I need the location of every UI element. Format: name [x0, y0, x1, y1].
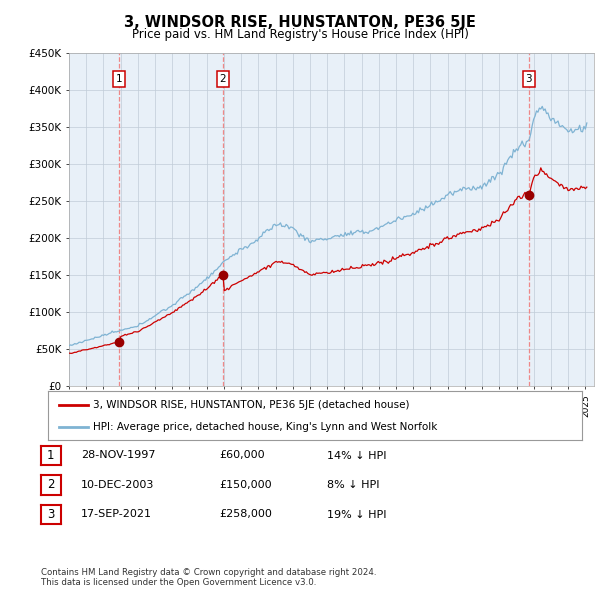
- Text: 2: 2: [47, 478, 55, 491]
- Text: 10-DEC-2003: 10-DEC-2003: [81, 480, 154, 490]
- Text: 14% ↓ HPI: 14% ↓ HPI: [327, 451, 386, 460]
- Text: 1: 1: [116, 74, 122, 84]
- Text: Price paid vs. HM Land Registry's House Price Index (HPI): Price paid vs. HM Land Registry's House …: [131, 28, 469, 41]
- Text: 3: 3: [47, 508, 55, 521]
- Text: HPI: Average price, detached house, King's Lynn and West Norfolk: HPI: Average price, detached house, King…: [94, 422, 438, 432]
- Text: 3: 3: [526, 74, 532, 84]
- Text: 3, WINDSOR RISE, HUNSTANTON, PE36 5JE (detached house): 3, WINDSOR RISE, HUNSTANTON, PE36 5JE (d…: [94, 399, 410, 409]
- Text: £258,000: £258,000: [219, 510, 272, 519]
- Text: 8% ↓ HPI: 8% ↓ HPI: [327, 480, 380, 490]
- Text: 2: 2: [220, 74, 226, 84]
- Text: Contains HM Land Registry data © Crown copyright and database right 2024.
This d: Contains HM Land Registry data © Crown c…: [41, 568, 376, 587]
- Text: 1: 1: [47, 449, 55, 462]
- Text: 28-NOV-1997: 28-NOV-1997: [81, 451, 155, 460]
- Text: 17-SEP-2021: 17-SEP-2021: [81, 510, 152, 519]
- Text: 3, WINDSOR RISE, HUNSTANTON, PE36 5JE: 3, WINDSOR RISE, HUNSTANTON, PE36 5JE: [124, 15, 476, 30]
- Text: £60,000: £60,000: [219, 451, 265, 460]
- Text: £150,000: £150,000: [219, 480, 272, 490]
- Text: 19% ↓ HPI: 19% ↓ HPI: [327, 510, 386, 519]
